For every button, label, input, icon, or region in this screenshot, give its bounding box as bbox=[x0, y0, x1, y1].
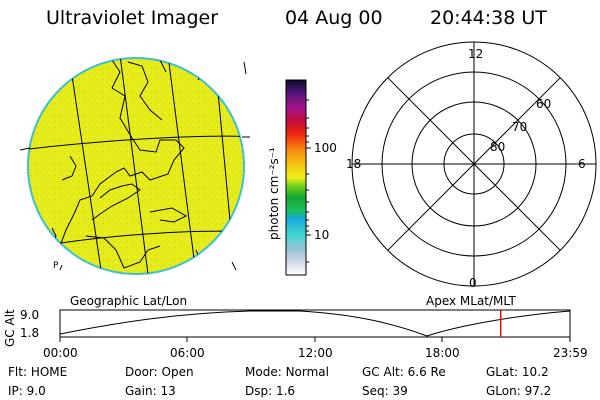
color-scale bbox=[285, 79, 307, 276]
altitude-frame bbox=[59, 309, 571, 338]
globe-marker-p: P bbox=[53, 261, 59, 271]
altitude-curve bbox=[59, 310, 571, 337]
color-bar bbox=[285, 79, 311, 276]
mlt-label-12: 12 bbox=[468, 47, 484, 61]
status-ip: IP: 9.0 bbox=[8, 385, 46, 397]
status-mode: Mode: Normal bbox=[245, 366, 329, 378]
time-tick-0600: 06:00 bbox=[170, 346, 205, 360]
lat-label-80: 80 bbox=[490, 140, 506, 154]
altitude-axis-label: GC Alt bbox=[3, 309, 17, 347]
time-tick-1800: 18:00 bbox=[425, 346, 460, 360]
status-value: Open bbox=[161, 365, 194, 379]
status-glon: GLon: 97.2 bbox=[486, 385, 551, 397]
status-label: GLon: bbox=[486, 384, 521, 398]
time-tick-0000: 00:00 bbox=[43, 346, 78, 360]
status-glat: GLat: 10.2 bbox=[486, 366, 549, 378]
alt-tick-9: 9.0 bbox=[20, 308, 40, 322]
status-label: IP: bbox=[8, 384, 23, 398]
status-value: HOME bbox=[30, 365, 68, 379]
status-label: Dsp: bbox=[245, 384, 273, 398]
status-seq: Seq: 39 bbox=[362, 385, 408, 397]
status-value: 97.2 bbox=[524, 384, 552, 398]
colorbar-tick-label-10: 10 bbox=[314, 228, 330, 242]
time-label: 20:44:38 UT bbox=[430, 7, 547, 29]
geographic-label: Geographic Lat/Lon bbox=[70, 294, 188, 308]
lat-label-70: 70 bbox=[512, 120, 528, 134]
globe-image: P bbox=[19, 57, 250, 275]
mlt-label-6: 6 bbox=[578, 157, 586, 171]
colorbar-tick-label-100: 100 bbox=[314, 141, 337, 155]
status-flt: Flt: HOME bbox=[8, 366, 67, 378]
grid-outside bbox=[19, 61, 250, 271]
polar-plot bbox=[351, 41, 597, 287]
diagonal-2 bbox=[387, 77, 561, 251]
status-label: Door: bbox=[125, 365, 158, 379]
apex-label: Apex MLat/MLT bbox=[426, 294, 516, 308]
instrument-title: Ultraviolet Imager bbox=[46, 7, 219, 29]
colorbar-unit-label: photon cm⁻²s⁻¹ bbox=[267, 147, 281, 240]
status-value: 1.6 bbox=[275, 384, 296, 398]
status-value: 39 bbox=[392, 384, 408, 398]
globe-limb bbox=[27, 57, 245, 275]
status-gain: Gain: 13 bbox=[125, 385, 176, 397]
status-value: 13 bbox=[160, 384, 176, 398]
status-label: Mode: bbox=[245, 365, 282, 379]
status-label: Gain: bbox=[125, 384, 157, 398]
mlt-label-18: 18 bbox=[346, 157, 362, 171]
alt-tick-1-8: 1.8 bbox=[20, 326, 40, 340]
status-value: 10.2 bbox=[521, 365, 549, 379]
status-value: 6.6 Re bbox=[407, 365, 446, 379]
lat-label-60: 60 bbox=[536, 97, 552, 111]
status-door: Door: Open bbox=[125, 366, 194, 378]
status-gc-alt: GC Alt: 6.6 Re bbox=[362, 366, 446, 378]
status-value: 9.0 bbox=[26, 384, 46, 398]
status-label: GLat: bbox=[486, 365, 519, 379]
status-dsp: Dsp: 1.6 bbox=[245, 385, 295, 397]
time-tick-1200: 12:00 bbox=[298, 346, 333, 360]
date-label: 04 Aug 00 bbox=[285, 7, 383, 29]
globe-disk bbox=[28, 58, 244, 274]
mlt-label-0: 0 bbox=[469, 276, 477, 290]
status-value: Normal bbox=[285, 365, 329, 379]
status-label: Flt: bbox=[8, 365, 27, 379]
status-label: GC Alt: bbox=[362, 365, 404, 379]
status-label: Seq: bbox=[362, 384, 389, 398]
altitude-plot bbox=[59, 309, 571, 342]
time-tick-2359: 23:59 bbox=[553, 346, 588, 360]
